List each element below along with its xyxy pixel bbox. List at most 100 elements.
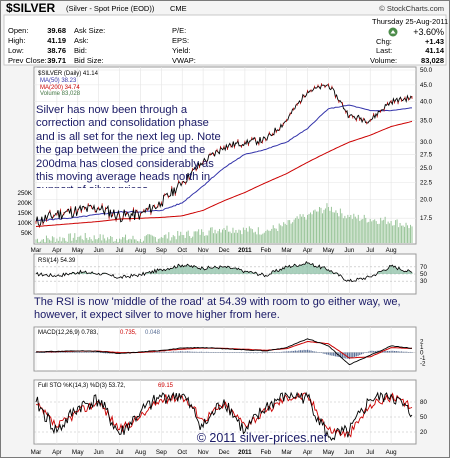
volume-bar — [129, 238, 131, 243]
volume-bar — [302, 214, 304, 243]
volume-bar — [136, 241, 138, 243]
x-tick-label: 2011 — [238, 449, 252, 456]
volume-bar — [50, 240, 52, 243]
volume-bar — [268, 230, 270, 243]
change-percent: +3.60% — [413, 27, 444, 37]
x-tick-label: Dec — [218, 247, 229, 254]
volume-bar — [381, 220, 383, 243]
volume-bar — [48, 239, 50, 243]
macd-histogram-bar — [317, 352, 319, 353]
volume-bar — [235, 230, 237, 243]
macd-histogram-bar — [280, 351, 283, 353]
x-tick-label: Feb — [260, 449, 271, 456]
macd-tick-label: -2 — [420, 361, 426, 368]
volume-bar — [195, 231, 197, 243]
volume-bar — [78, 236, 80, 243]
macd-histogram-bar — [181, 351, 183, 353]
volume-bar — [222, 229, 224, 243]
volume-bar — [147, 234, 149, 243]
macd-histogram-bar — [395, 351, 397, 353]
macd-histogram-bar — [186, 351, 189, 353]
volume-bar — [62, 237, 64, 243]
volume-bar — [74, 233, 76, 243]
volume-bar — [377, 223, 379, 243]
volume-bar — [45, 235, 47, 243]
volume-bar — [253, 232, 255, 243]
volume-bar — [51, 236, 53, 243]
macd-histogram-bar — [357, 352, 359, 356]
low-label: Low: — [8, 46, 24, 55]
x-tick-label: Aug — [386, 247, 398, 254]
x-tick-label: Jun — [344, 247, 355, 254]
macd-histogram-bar — [333, 352, 335, 356]
macd-histogram-bar — [407, 352, 410, 353]
volume-bar — [269, 230, 271, 243]
x-tick-label: Sep — [156, 247, 168, 254]
copyright-text: © 2011 silver-prices.net — [197, 431, 328, 445]
macd-histogram-bar — [392, 350, 394, 353]
volume-bar — [217, 231, 219, 243]
pe-label: P/E: — [172, 26, 186, 35]
macd-histogram-bar — [165, 351, 168, 353]
volume-bar — [296, 216, 298, 243]
volume-bar — [92, 240, 94, 243]
x-tick-label: Oct — [177, 449, 187, 456]
volume-tick-label: 200K — [18, 200, 33, 207]
volume-bar — [84, 232, 86, 243]
volume-bar — [36, 238, 38, 243]
macd-histogram-bar — [254, 352, 256, 353]
macd-histogram-bar — [390, 350, 392, 353]
volume-bar — [242, 227, 244, 243]
volume-bar — [190, 237, 192, 243]
volume-bar — [192, 236, 194, 243]
volume-bar — [314, 209, 316, 243]
volume-value: 83,028 — [421, 56, 444, 65]
volume-bar — [39, 241, 41, 243]
volume-bar — [278, 223, 280, 243]
macd-histogram-bar — [71, 351, 74, 353]
volume-bar — [317, 211, 319, 243]
volume-bar — [272, 225, 274, 243]
macd-histogram-bar — [174, 351, 176, 353]
macd-histogram-bar — [158, 351, 161, 353]
quote-date: Thursday 25-Aug-2011 — [372, 17, 448, 26]
volume-bar — [368, 221, 370, 243]
macd-histogram-bar — [202, 351, 204, 353]
volume-bar — [274, 228, 276, 243]
macd-histogram-bar — [37, 352, 39, 353]
volume-bar — [153, 236, 155, 243]
volume-bar — [371, 221, 373, 243]
rsi-tick-label: 30 — [420, 278, 427, 285]
x-tick-label: Nov — [198, 449, 210, 456]
volume-bar — [172, 235, 174, 243]
macd-histogram-bar — [263, 352, 265, 353]
macd-histogram-bar — [256, 352, 258, 354]
volume-bar — [284, 223, 286, 243]
volume-bar — [226, 225, 228, 243]
macd-histogram-bar — [397, 351, 399, 353]
macd-histogram-bar — [326, 352, 328, 355]
macd-histogram-bar — [385, 350, 387, 353]
macd-histogram-bar — [252, 352, 255, 354]
volume-tick-label: 50K — [21, 230, 33, 237]
volume-bar — [383, 219, 385, 243]
macd-histogram-bar — [92, 352, 95, 353]
volume-bar — [123, 237, 125, 243]
macd-histogram-bar — [192, 351, 194, 353]
volume-bar — [316, 211, 318, 243]
volume-bar — [330, 206, 332, 243]
macd-histogram-bar — [190, 351, 192, 353]
volume-bar — [341, 213, 343, 243]
volume-bar — [281, 226, 283, 243]
macd-histogram-bar — [78, 352, 81, 353]
macd-histogram-bar — [85, 352, 88, 353]
prev-close-value: 39.71 — [47, 56, 66, 65]
volume-bar — [105, 240, 107, 243]
macd-histogram-bar — [89, 352, 91, 353]
macd-histogram-bar — [331, 352, 333, 356]
macd-histogram-bar — [91, 352, 93, 353]
macd-histogram-bar — [249, 352, 251, 354]
macd-histogram-bar — [359, 352, 361, 356]
volume-bar — [329, 210, 331, 243]
macd-histogram-bar — [52, 352, 55, 353]
